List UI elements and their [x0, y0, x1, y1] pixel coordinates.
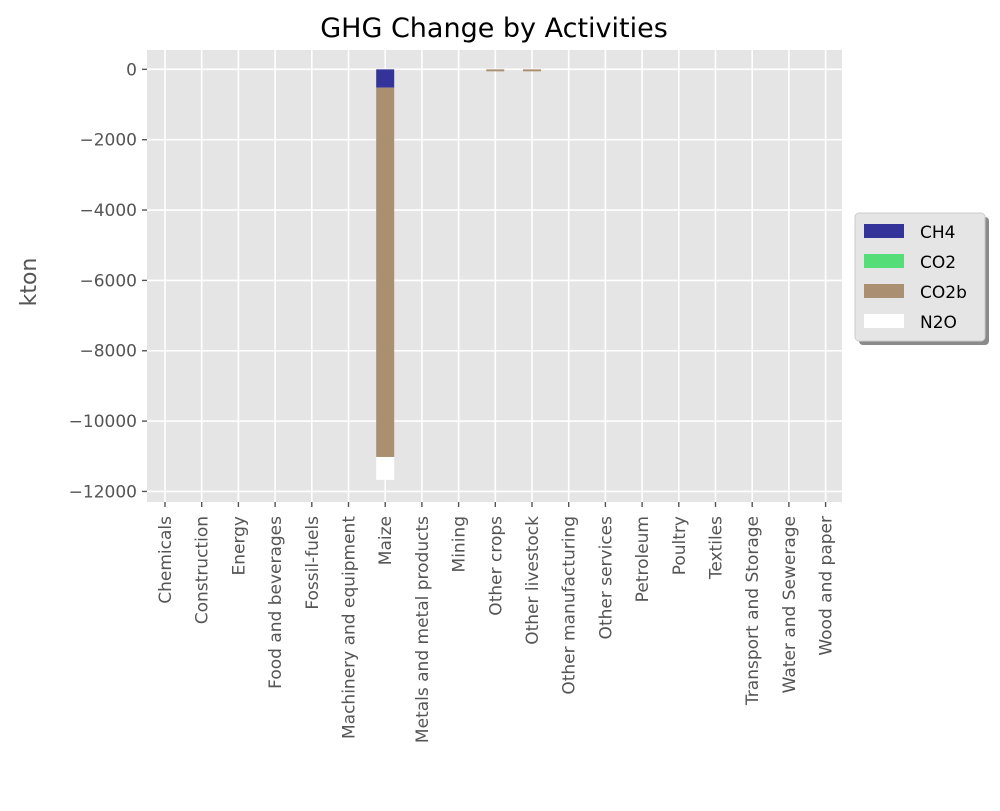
legend-swatch-ch4	[864, 224, 904, 238]
bar-co2b-6	[376, 87, 395, 457]
y-tick-label: 0	[126, 60, 137, 80]
legend-label-co2b: CO2b	[920, 283, 967, 303]
x-tick-label: Fossil-fuels	[303, 516, 323, 610]
x-tick-label: Petroleum	[633, 516, 653, 602]
bar-co2b-9	[486, 69, 505, 72]
x-tick-label: Metals and metal products	[413, 516, 433, 743]
x-tick-label: Mining	[450, 516, 470, 572]
bar-n2o-6	[376, 456, 395, 480]
y-tick-label: −10000	[69, 412, 137, 432]
legend-swatch-co2	[864, 254, 904, 268]
x-tick-label: Construction	[193, 516, 213, 624]
x-tick-label: Wood and paper	[817, 516, 837, 656]
legend-label-co2: CO2	[920, 253, 956, 273]
x-tick-label: Poultry	[670, 516, 690, 575]
x-tick-label: Chemicals	[156, 516, 176, 604]
x-tick-label: Maize	[376, 516, 396, 565]
bars	[376, 69, 541, 480]
y-axis-label: kton	[17, 258, 42, 307]
x-tick-label: Food and beverages	[266, 516, 286, 689]
grid-lines	[147, 50, 842, 502]
y-axis: 0 −2000 −4000 −6000 −8000 −10000 −12000	[69, 60, 147, 502]
y-tick-label: −8000	[79, 342, 137, 362]
x-axis: Chemicals Construction Energy Food and beve…	[156, 502, 837, 743]
x-tick-label: Energy	[229, 516, 249, 576]
x-tick-label: Other crops	[486, 516, 506, 616]
y-tick-label: −6000	[79, 271, 137, 291]
bar-co2b-10	[523, 69, 541, 72]
chart-title: GHG Change by Activities	[320, 13, 668, 44]
x-tick-label: Water and Sewerage	[780, 516, 800, 693]
x-tick-label: Transport and Storage	[743, 516, 763, 706]
y-tick-label: −12000	[69, 482, 137, 502]
y-tick-label: −4000	[79, 201, 137, 221]
legend-label-ch4: CH4	[920, 223, 955, 243]
x-tick-label: Other services	[596, 516, 616, 640]
y-tick-label: −2000	[79, 131, 137, 151]
bar-ch4-6	[376, 69, 395, 88]
x-tick-label: Other livestock	[523, 516, 543, 645]
legend: CH4 CO2 CO2b N2O	[854, 212, 989, 345]
x-tick-label: Other manufacturing	[560, 516, 580, 695]
x-tick-label: Textiles	[707, 516, 727, 580]
legend-label-n2o: N2O	[920, 313, 957, 333]
legend-box	[854, 212, 986, 342]
legend-swatch-co2b	[864, 284, 904, 298]
legend-swatch-n2o	[864, 314, 904, 328]
x-tick-label: Machinery and equipment	[340, 516, 360, 739]
